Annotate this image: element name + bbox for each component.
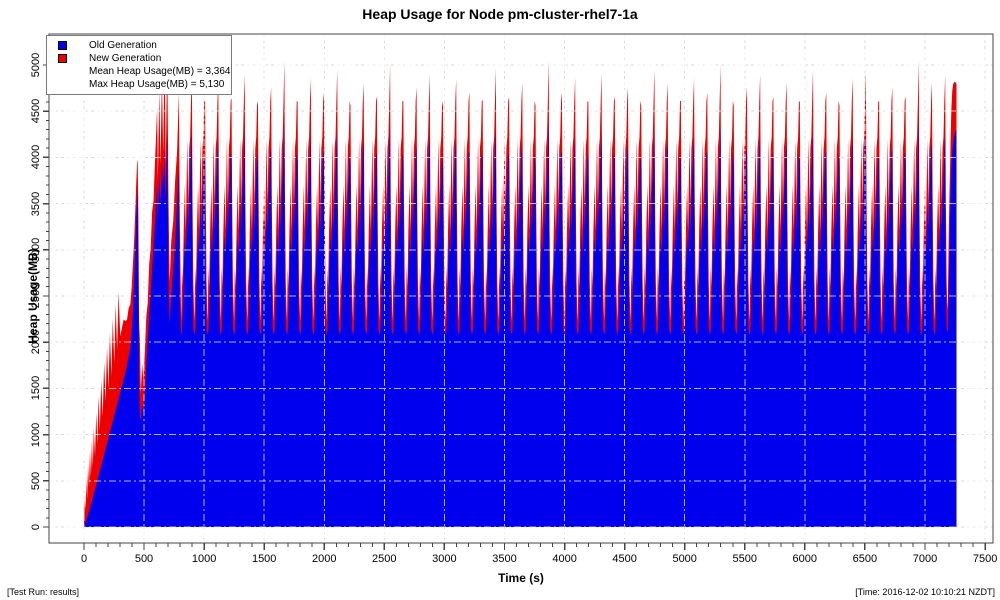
x-tick-label: 1500 <box>251 553 277 565</box>
x-tick-label: 7000 <box>912 553 938 565</box>
x-tick-label: 6000 <box>792 553 818 565</box>
x-tick-label: 1000 <box>191 553 217 565</box>
y-axis-title: Heap Usage(MB) <box>26 248 40 344</box>
x-axis-title: Time (s) <box>498 571 544 585</box>
new-generation-swatch-icon <box>58 54 67 63</box>
y-tick-label: 4000 <box>30 145 42 170</box>
y-tick-label: 5000 <box>30 52 42 78</box>
legend-row-max-heap: Max Heap Usage(MB) = 5,130 <box>47 78 231 91</box>
x-tick-label: 6500 <box>852 553 878 565</box>
x-tick-label: 2000 <box>312 553 337 565</box>
y-tick-label: 1000 <box>30 422 42 447</box>
footer-test-run: [Test Run: results] <box>7 587 80 597</box>
legend-label-max-heap: Max Heap Usage(MB) = 5,130 <box>89 79 225 90</box>
legend-row-new-generation: New Generation <box>47 52 231 65</box>
x-tick-label: 0 <box>80 553 88 565</box>
x-tick-label: 3500 <box>492 553 517 565</box>
legend-box: Old Generation New Generation Mean Heap … <box>46 35 232 95</box>
x-tick-label: 3000 <box>432 553 457 565</box>
chart-title: Heap Usage for Node pm-cluster-rhel7-1a <box>362 6 638 22</box>
legend-row-old-generation: Old Generation <box>47 39 231 52</box>
footer-timestamp: [Time: 2016-12-02 10:10:21 NZDT] <box>855 587 995 597</box>
x-tick-label: 500 <box>134 553 154 565</box>
old-generation-swatch-icon <box>58 41 67 50</box>
y-tick-label: 4500 <box>30 98 42 124</box>
y-tick-label: 1500 <box>30 376 42 401</box>
x-tick-label: 5500 <box>732 553 758 565</box>
legend-label-old-generation: Old Generation <box>89 40 157 51</box>
x-tick-label: 7500 <box>972 553 998 565</box>
x-tick-label: 2500 <box>372 553 397 565</box>
y-tick-label: 500 <box>30 471 42 490</box>
x-tick-label: 4500 <box>612 553 637 565</box>
legend-label-new-generation: New Generation <box>89 53 162 64</box>
x-tick-label: 4000 <box>552 553 577 565</box>
legend-row-mean-heap: Mean Heap Usage(MB) = 3,364 <box>47 65 231 78</box>
y-tick-label: 0 <box>30 523 42 531</box>
x-tick-label: 5000 <box>672 553 697 565</box>
y-tick-label: 3500 <box>30 191 42 216</box>
legend-label-mean-heap: Mean Heap Usage(MB) = 3,364 <box>89 66 231 77</box>
